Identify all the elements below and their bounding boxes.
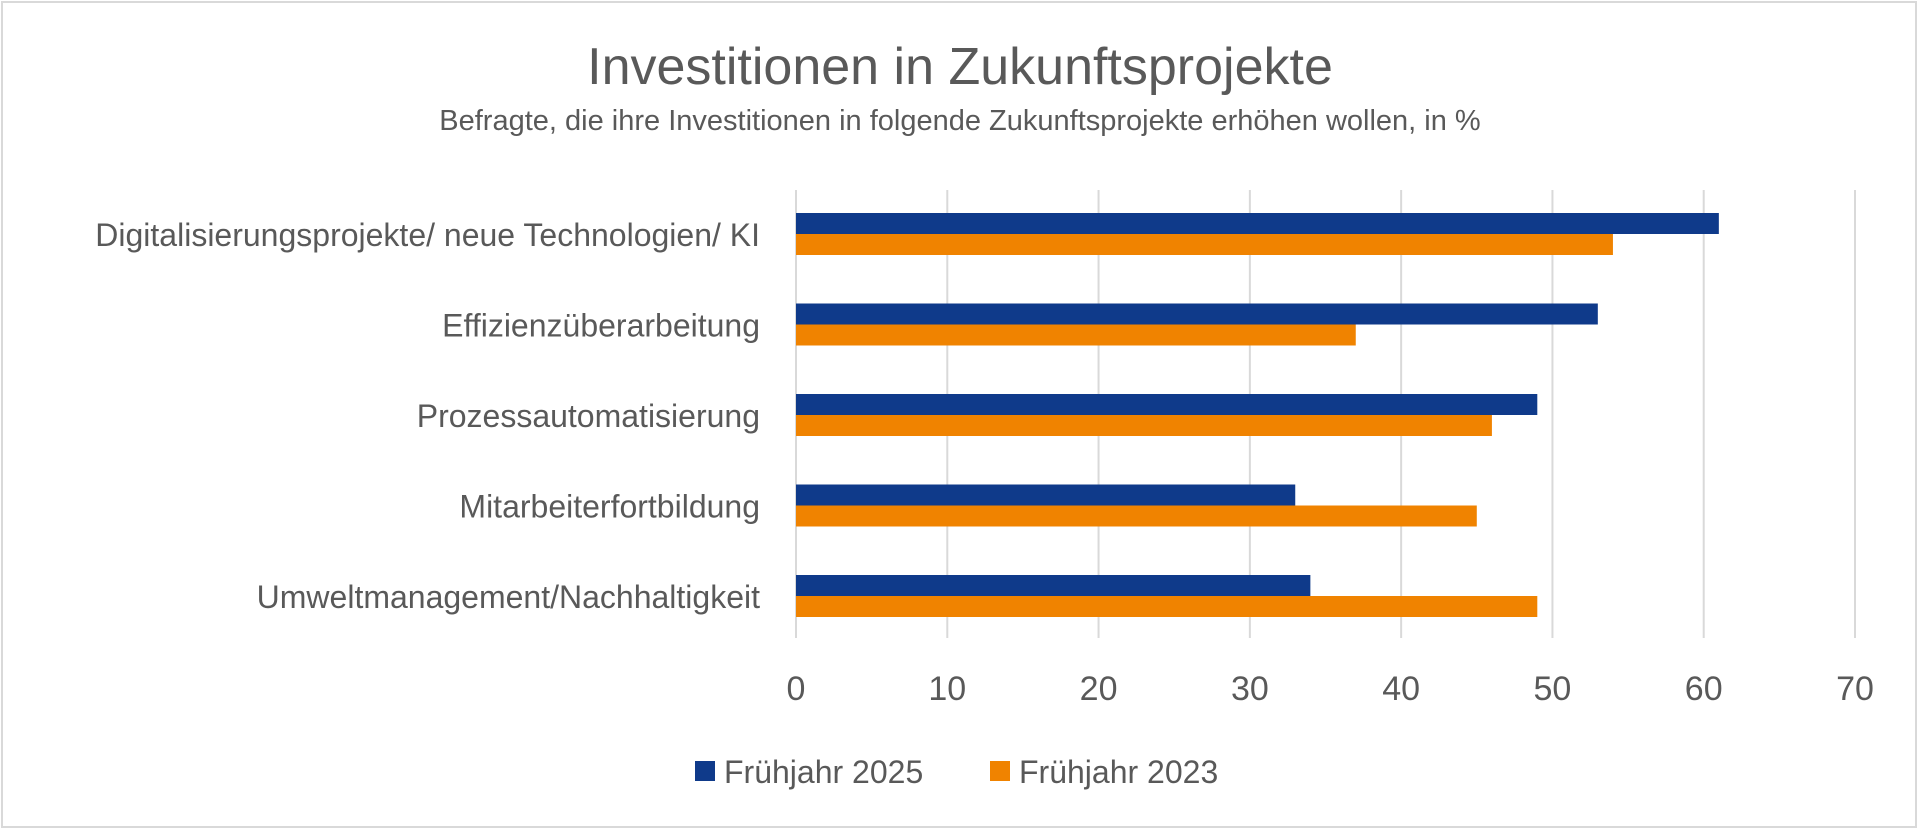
legend: Frühjahr 2025 Frühjahr 2023 (695, 754, 1218, 790)
legend-swatch (695, 761, 715, 781)
chart-title: Investitionen in Zukunftsprojekte (587, 38, 1333, 96)
legend-label: Frühjahr 2025 (724, 754, 923, 790)
legend-swatch (990, 761, 1010, 781)
category-label: Umweltmanagement/Nachhaltigkeit (257, 579, 760, 615)
x-tick-label: 50 (1534, 670, 1572, 708)
legend-label: Frühjahr 2023 (1019, 754, 1218, 790)
category-label: Digitalisierungsprojekte/ neue Technolog… (95, 217, 760, 253)
chart-subtitle: Befragte, die ihre Investitionen in folg… (439, 105, 1480, 137)
bar-series1 (796, 394, 1538, 415)
x-tick-label: 40 (1382, 670, 1420, 708)
bar-series2 (796, 505, 1477, 527)
bar-series1 (796, 213, 1719, 234)
x-tick-label: 20 (1080, 670, 1118, 708)
x-tick-label: 70 (1836, 670, 1874, 708)
bars (796, 213, 1719, 617)
bar-series2 (796, 234, 1613, 255)
bar-series2 (796, 324, 1356, 346)
x-tick-label: 60 (1685, 670, 1723, 708)
x-tick-label: 0 (787, 670, 806, 708)
category-labels: Digitalisierungsprojekte/ neue Technolog… (95, 217, 760, 615)
category-label: Mitarbeiterfortbildung (459, 489, 760, 525)
bar-series2 (796, 415, 1492, 436)
category-label: Prozessautomatisierung (417, 398, 760, 434)
x-tick-label: 30 (1231, 670, 1269, 708)
category-label: Effizienzüberarbeitung (442, 308, 760, 344)
x-tick-labels: 0 10 20 30 40 50 60 70 (787, 670, 1874, 708)
bar-series1 (796, 303, 1598, 325)
bar-series1 (796, 575, 1311, 596)
bar-series2 (796, 596, 1538, 617)
x-tick-label: 10 (928, 670, 966, 708)
bar-series1 (796, 484, 1296, 506)
